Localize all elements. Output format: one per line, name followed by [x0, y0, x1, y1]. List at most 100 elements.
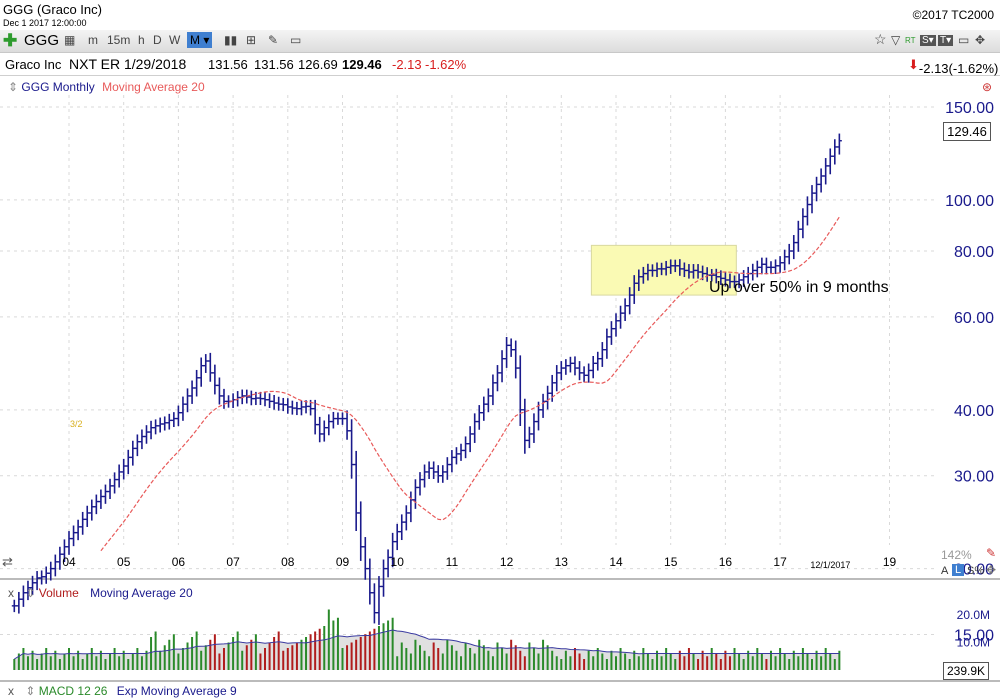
t-button[interactable]: T▾	[938, 35, 954, 46]
ohlc-bar	[194, 369, 200, 397]
scale-pencil-icon[interactable]: ✎	[986, 546, 997, 560]
axis-mode-a[interactable]: A	[941, 565, 949, 577]
split-marker: 3/2	[70, 419, 83, 429]
ohlc-bar	[590, 355, 596, 379]
ohlc-bar	[371, 583, 377, 624]
ohlc-bar	[782, 249, 788, 271]
macd-drag-icon[interactable]: ⇕	[25, 684, 36, 698]
timeframe-m[interactable]: m	[88, 33, 98, 47]
add-indicator-icon[interactable]: ⊞	[246, 33, 257, 47]
ohlc-bar	[280, 397, 286, 412]
ohlc-bar	[289, 400, 295, 415]
macd-signal-legend[interactable]: Exp Moving Average 9	[116, 684, 237, 698]
axis-mode-s[interactable]: S%	[967, 565, 985, 577]
ohlc-bar	[499, 350, 505, 383]
ohlc-bar	[80, 511, 86, 535]
macd-close-button[interactable]: x	[8, 684, 14, 698]
draw-pencil-icon[interactable]: ✎	[268, 33, 279, 47]
s-button[interactable]: S▾	[920, 35, 936, 46]
high-value: 131.56	[254, 57, 294, 72]
ohlc-bar	[298, 400, 304, 416]
ohlc-bar	[513, 340, 519, 379]
timeframe-h[interactable]: h	[138, 33, 145, 47]
legend-symbol[interactable]: GGG Monthly	[21, 80, 95, 94]
legend-arrows-icon[interactable]: ⇕	[8, 80, 19, 94]
ohlc-bar	[412, 479, 418, 509]
timeframe-15m[interactable]: 15m	[107, 33, 131, 47]
ohlc-bar	[754, 260, 760, 278]
star-icon[interactable]: ☆	[874, 31, 887, 47]
ohlc-bar	[84, 505, 90, 527]
ohlc-bar	[809, 185, 815, 214]
year-tick-label: 05	[117, 555, 131, 569]
symbol-input[interactable]: GGG	[24, 32, 60, 49]
ohlc-bar	[203, 354, 209, 373]
ohlc-bar	[599, 342, 605, 367]
ohlc-bar	[89, 499, 95, 521]
refresh-icon[interactable]: ⇄	[2, 554, 13, 569]
ohlc-bar	[362, 537, 368, 580]
volume-legend-label[interactable]: Volume	[38, 586, 79, 600]
year-tick-label: 17	[773, 555, 787, 569]
scale-percent[interactable]: 142%	[941, 548, 972, 562]
ohlc-bar	[823, 158, 829, 185]
ohlc-bar	[48, 561, 54, 581]
volume-close-button[interactable]: x	[8, 586, 14, 600]
volume-ma-legend[interactable]: Moving Average 20	[90, 586, 193, 600]
ohlc-bar	[267, 393, 273, 409]
ohlc-bar	[212, 364, 218, 395]
ohlc-bar	[814, 176, 820, 202]
ohlc-bar	[586, 363, 592, 383]
volume-drag-icon[interactable]: ⇕	[25, 586, 36, 600]
ohlc-bar	[786, 243, 792, 265]
ohlc-bar	[230, 393, 236, 409]
ohlc-bar	[75, 519, 81, 541]
ohlc-bar	[107, 478, 113, 500]
ohlc-bar	[294, 401, 300, 416]
ohlc-bar	[791, 235, 797, 260]
price-legend[interactable]: ⇕ GGG Monthly Moving Average 20	[8, 80, 205, 94]
filter-icon[interactable]: ▽	[891, 33, 901, 47]
ohlc-bar	[577, 361, 583, 381]
rt-badge[interactable]: RT	[905, 36, 916, 45]
axis-move-icon[interactable]: ✥	[986, 563, 997, 577]
ohlc-bar	[39, 570, 45, 585]
year-tick-label: 16	[719, 555, 733, 569]
volume-ma-area	[14, 630, 840, 670]
legend-moving-average[interactable]: Moving Average 20	[102, 80, 205, 94]
ohlc-bar	[130, 440, 136, 466]
grid-lines	[0, 95, 1000, 682]
add-symbol-icon[interactable]: ✚	[3, 31, 18, 50]
note-icon[interactable]: ▭	[290, 33, 302, 47]
date-axis: 04 05 06 07 08 09 10 11 12 13 14 15 16 17 12/1/2017 19	[62, 555, 896, 570]
macd-legend-label[interactable]: MACD 12 26	[38, 684, 108, 698]
pane-settings-icon[interactable]: ⊛	[982, 80, 993, 94]
ohlc-bar	[344, 410, 350, 440]
window-icon[interactable]: ▭	[958, 33, 970, 47]
ohlc-bar	[545, 385, 551, 410]
timeframe-w[interactable]: W	[169, 33, 181, 47]
price-tick-label: 40.00	[954, 403, 994, 420]
axis-mode-l[interactable]: L	[952, 564, 965, 576]
move-icon[interactable]: ✥	[975, 33, 986, 47]
price-tick-label: 80.00	[954, 244, 994, 261]
last-price-tag: 129.46	[943, 122, 991, 141]
bar-style-icon[interactable]: ▮▮	[224, 33, 238, 47]
ohlc-bar	[467, 426, 473, 453]
macd-legend[interactable]: x ⇕ MACD 12 26 Exp Moving Average 9	[8, 684, 237, 698]
ohlc-bar	[153, 419, 159, 435]
print-icon[interactable]: ▦	[64, 33, 76, 47]
ohlc-bar	[180, 396, 186, 421]
active-timeframe-label: M	[190, 33, 200, 47]
timeframe-monthly-selected[interactable]: M ▾	[187, 32, 213, 48]
volume-legend[interactable]: x ⇕ Volume Moving Average 20	[8, 586, 193, 600]
ohlc-bar	[832, 139, 838, 165]
ohlc-bar	[558, 361, 564, 381]
year-tick-label: 04	[62, 555, 76, 569]
ohlc-bar	[71, 525, 77, 547]
timeframe-d[interactable]: D	[153, 33, 162, 47]
ohlc-bar	[43, 566, 49, 584]
ohlc-bar	[394, 523, 400, 551]
ohlc-bar	[367, 558, 373, 605]
